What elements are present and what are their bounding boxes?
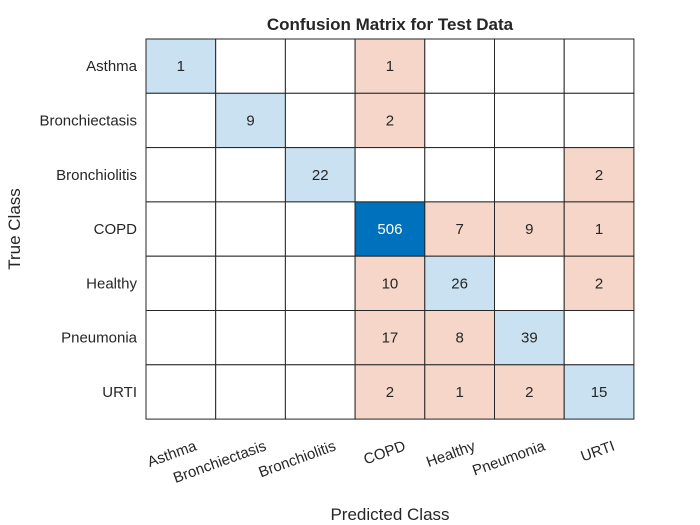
y-axis-label: True Class [5, 188, 24, 270]
cell-value-label: 1 [595, 221, 603, 238]
cell-value-label: 2 [595, 167, 603, 184]
matrix-cell [354, 38, 426, 94]
matrix-cell [494, 255, 565, 312]
matrix-cell [215, 38, 286, 94]
matrix-cell [215, 147, 286, 203]
cell-value-label: 1 [386, 58, 394, 75]
cell-value-label: 8 [455, 330, 463, 347]
cell-value-label: 39 [521, 330, 538, 347]
matrix-cell [563, 38, 635, 94]
matrix-cell [145, 255, 217, 312]
matrix-cell [284, 38, 356, 94]
matrix-cell [563, 92, 635, 149]
matrix-cell [494, 147, 565, 203]
matrix-cell [284, 364, 356, 420]
cell-value-label: 9 [525, 221, 533, 238]
matrix-cell [215, 92, 286, 149]
matrix-cell [424, 201, 495, 257]
cell-value-label: 2 [386, 384, 394, 401]
y-tick-label: Healthy [86, 275, 137, 292]
x-axis-label: Predicted Class [330, 505, 449, 524]
matrix-cell [424, 255, 495, 312]
cell-value-label: 15 [591, 384, 608, 401]
chart-title: Confusion Matrix for Test Data [267, 15, 514, 34]
y-tick-label: Asthma [86, 58, 138, 75]
x-tick-label: URTI [579, 438, 617, 466]
x-tick-label: Healthy [424, 437, 478, 471]
matrix-cell [215, 255, 286, 312]
matrix-cell [215, 201, 286, 257]
y-tick-labels: Asthma Bronchiectasis Bronchiolitis COPD Hea… [39, 58, 137, 401]
matrix-cell [145, 201, 217, 257]
matrix-cell [145, 310, 217, 366]
cell-value-label: 22 [312, 167, 329, 184]
cell-value-label: 17 [382, 330, 399, 347]
matrix-cell [284, 310, 356, 366]
matrix-cell [563, 201, 635, 257]
matrix-cell [494, 310, 565, 366]
matrix-cell [494, 92, 565, 149]
matrix-cell [563, 310, 635, 366]
matrix-cell [354, 364, 426, 420]
cell-value-label: 7 [455, 221, 463, 238]
y-tick-label: Bronchiectasis [39, 112, 137, 129]
matrix-cell [354, 310, 426, 366]
matrix-cell [145, 364, 217, 420]
cell-value-label: 9 [246, 112, 254, 129]
matrix-cell [354, 147, 426, 203]
x-tick-label: Bronchiolitis [256, 438, 338, 482]
matrix-cell [145, 38, 217, 94]
y-tick-label: Pneumonia [61, 330, 138, 347]
cell-value-label: 10 [382, 275, 399, 292]
cell-value-label: 2 [595, 275, 603, 292]
cell-value-label: 2 [386, 112, 394, 129]
cell-value-label: 506 [377, 221, 402, 238]
x-tick-label: Pneumonia [470, 437, 548, 479]
matrix-cell [284, 255, 356, 312]
matrix-cell [424, 38, 495, 94]
y-tick-label: Bronchiolitis [56, 167, 137, 184]
matrix-cell [215, 310, 286, 366]
matrix-cell [145, 92, 217, 149]
matrix-cell [563, 364, 635, 420]
matrix-cell [494, 364, 565, 420]
cell-value-label: 26 [451, 275, 468, 292]
x-tick-label: COPD [361, 438, 408, 469]
matrix-cell [424, 92, 495, 149]
cell-value-label: 1 [455, 384, 463, 401]
matrix-cell [563, 147, 635, 203]
matrix-cell [494, 38, 565, 94]
matrix-cell [215, 364, 286, 420]
cell-value-label: 1 [177, 58, 185, 75]
matrix-cell [424, 364, 495, 420]
cell-value-label: 2 [525, 384, 533, 401]
y-tick-label: URTI [102, 384, 137, 401]
y-tick-label: COPD [94, 221, 138, 238]
matrix-cell [424, 147, 495, 203]
matrix-cell [145, 147, 217, 203]
matrix-cell [284, 201, 356, 257]
matrix-cell [284, 92, 356, 149]
